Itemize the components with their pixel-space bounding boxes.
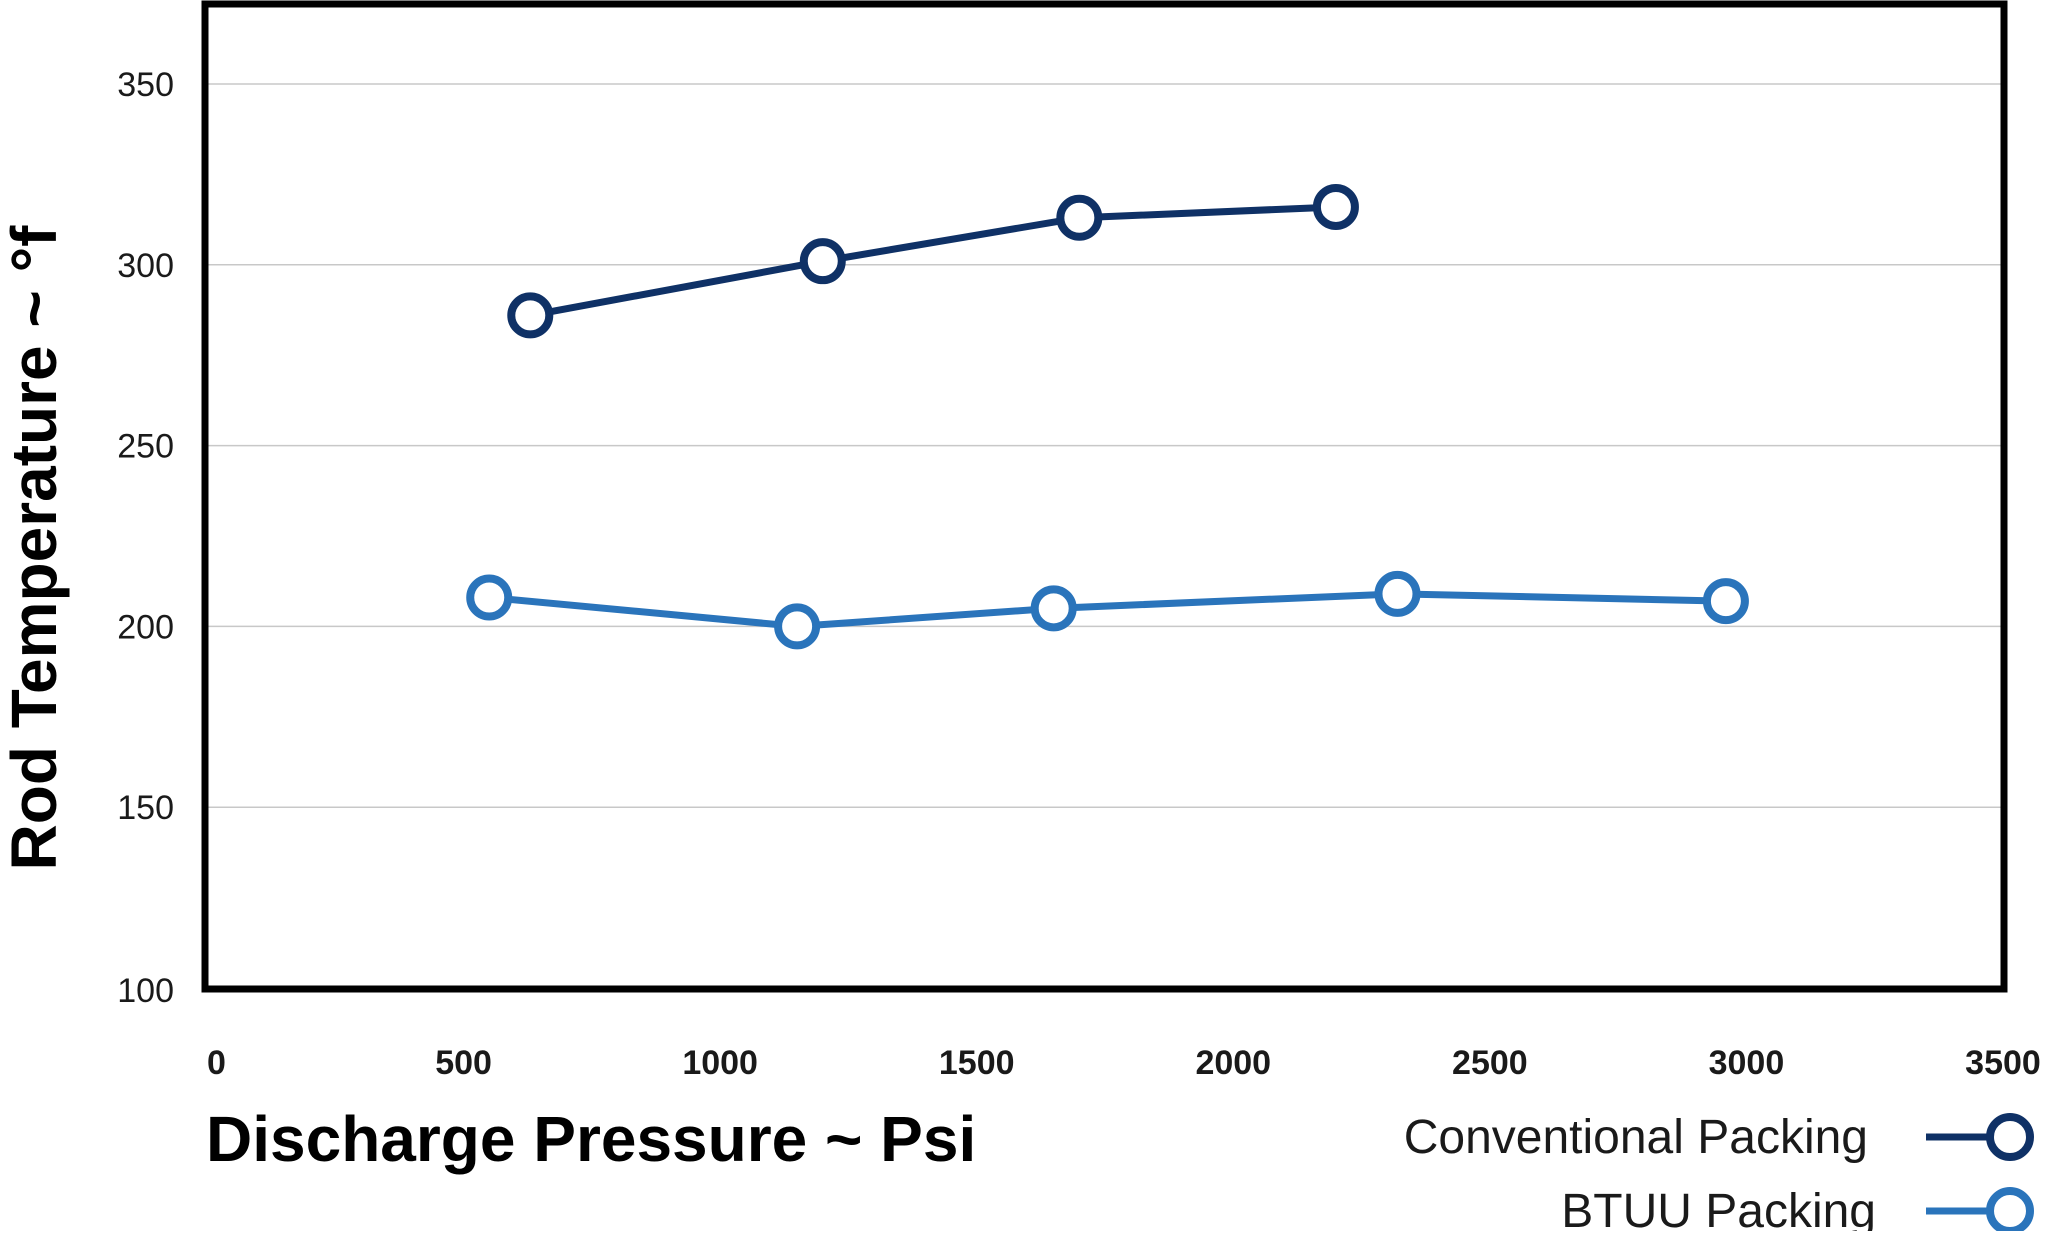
legend-item-conventional-packing: Conventional Packing xyxy=(1404,1111,2034,1164)
y-tick-label-350: 350 xyxy=(117,66,174,104)
data-point-btuu-packing-3 xyxy=(1030,585,1077,632)
legend-marker-conventional-packing xyxy=(1986,1113,2034,1161)
data-point-btuu-packing-1 xyxy=(466,574,513,621)
series-conventional-packing xyxy=(507,183,1359,339)
x-tick-label-0: 0 xyxy=(207,1044,226,1082)
series-layer xyxy=(466,183,1749,650)
data-point-btuu-packing-5 xyxy=(1702,578,1749,625)
x-axis-title: Discharge Pressure ~ Psi xyxy=(206,1103,976,1175)
y-tick-label-150: 150 xyxy=(117,789,174,827)
plot-frame xyxy=(201,0,2008,993)
series-line-conventional-packing xyxy=(526,203,1340,319)
x-tick-label-2500: 2500 xyxy=(1452,1044,1528,1082)
data-point-btuu-packing-4 xyxy=(1374,570,1421,617)
data-point-conventional-packing-2 xyxy=(799,238,846,285)
legend-marker-btuu-packing xyxy=(1986,1187,2034,1235)
data-point-btuu-packing-2 xyxy=(774,603,821,650)
data-point-conventional-packing-1 xyxy=(507,292,554,339)
y-tick-label-250: 250 xyxy=(117,428,174,466)
x-tick-label-1000: 1000 xyxy=(682,1044,758,1082)
x-axis-ticks: 0 500 1000 1500 2000 2500 3000 3500 xyxy=(207,1044,2041,1082)
y-tick-label-100: 100 xyxy=(117,972,174,1010)
x-tick-label-1500: 1500 xyxy=(939,1044,1015,1082)
x-tick-label-500: 500 xyxy=(435,1044,492,1082)
x-tick-label-2000: 2000 xyxy=(1195,1044,1271,1082)
x-tick-label-3500: 3500 xyxy=(1965,1044,2041,1082)
legend-item-btuu-packing: BTUU Packing xyxy=(1561,1185,2034,1236)
data-point-conventional-packing-4 xyxy=(1312,183,1359,230)
y-axis-ticks: 100 150 200 250 300 350 xyxy=(117,66,174,1010)
y-axis-title: Rod Temperature ~ °f xyxy=(0,225,70,871)
x-tick-label-3000: 3000 xyxy=(1709,1044,1785,1082)
gridlines xyxy=(207,83,2003,808)
legend-label-conventional-packing: Conventional Packing xyxy=(1404,1111,1868,1164)
series-btuu-packing xyxy=(466,570,1749,650)
legend-label-btuu-packing: BTUU Packing xyxy=(1561,1185,1876,1231)
y-tick-label-200: 200 xyxy=(117,608,174,646)
y-tick-label-300: 300 xyxy=(117,247,174,285)
series-line-btuu-packing xyxy=(485,590,1730,630)
legend: Conventional Packing BTUU Packing xyxy=(1404,1111,2034,1236)
data-point-conventional-packing-3 xyxy=(1056,194,1103,241)
